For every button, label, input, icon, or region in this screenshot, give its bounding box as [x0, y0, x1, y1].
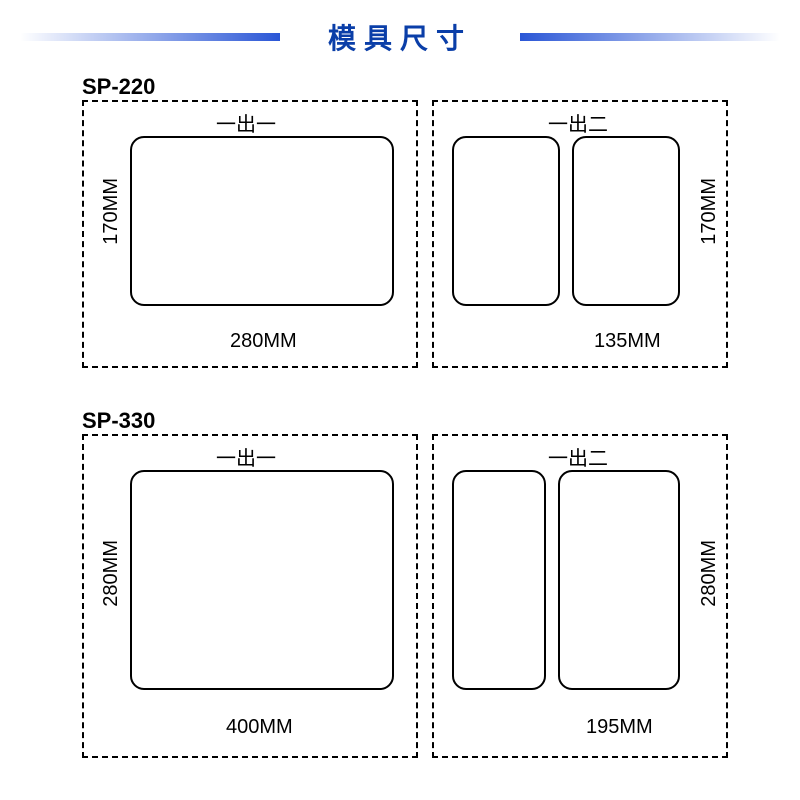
config-label: 一出二: [548, 108, 608, 137]
dimension-width: 280MM: [230, 330, 297, 353]
dimension-height: 280MM: [698, 540, 721, 607]
mold-shape: [130, 470, 394, 690]
dimension-width: 195MM: [586, 716, 653, 739]
mold-shape: [572, 136, 680, 306]
page-title: 模具尺寸: [310, 17, 490, 57]
mold-shape: [452, 136, 560, 306]
mold-shape: [130, 136, 394, 306]
config-label: 一出二: [548, 442, 608, 471]
title-bar: 模具尺寸: [20, 18, 780, 56]
config-label: 一出一: [216, 442, 276, 471]
model-label: SP-330: [82, 408, 155, 434]
config-label: 一出一: [216, 108, 276, 137]
dimension-width: 135MM: [594, 330, 661, 353]
model-label: SP-220: [82, 74, 155, 100]
mold-shape: [452, 470, 546, 690]
mold-shape: [558, 470, 680, 690]
dimension-height: 280MM: [100, 540, 123, 607]
dimension-height: 170MM: [698, 178, 721, 245]
dimension-height: 170MM: [100, 178, 123, 245]
dimension-width: 400MM: [226, 716, 293, 739]
